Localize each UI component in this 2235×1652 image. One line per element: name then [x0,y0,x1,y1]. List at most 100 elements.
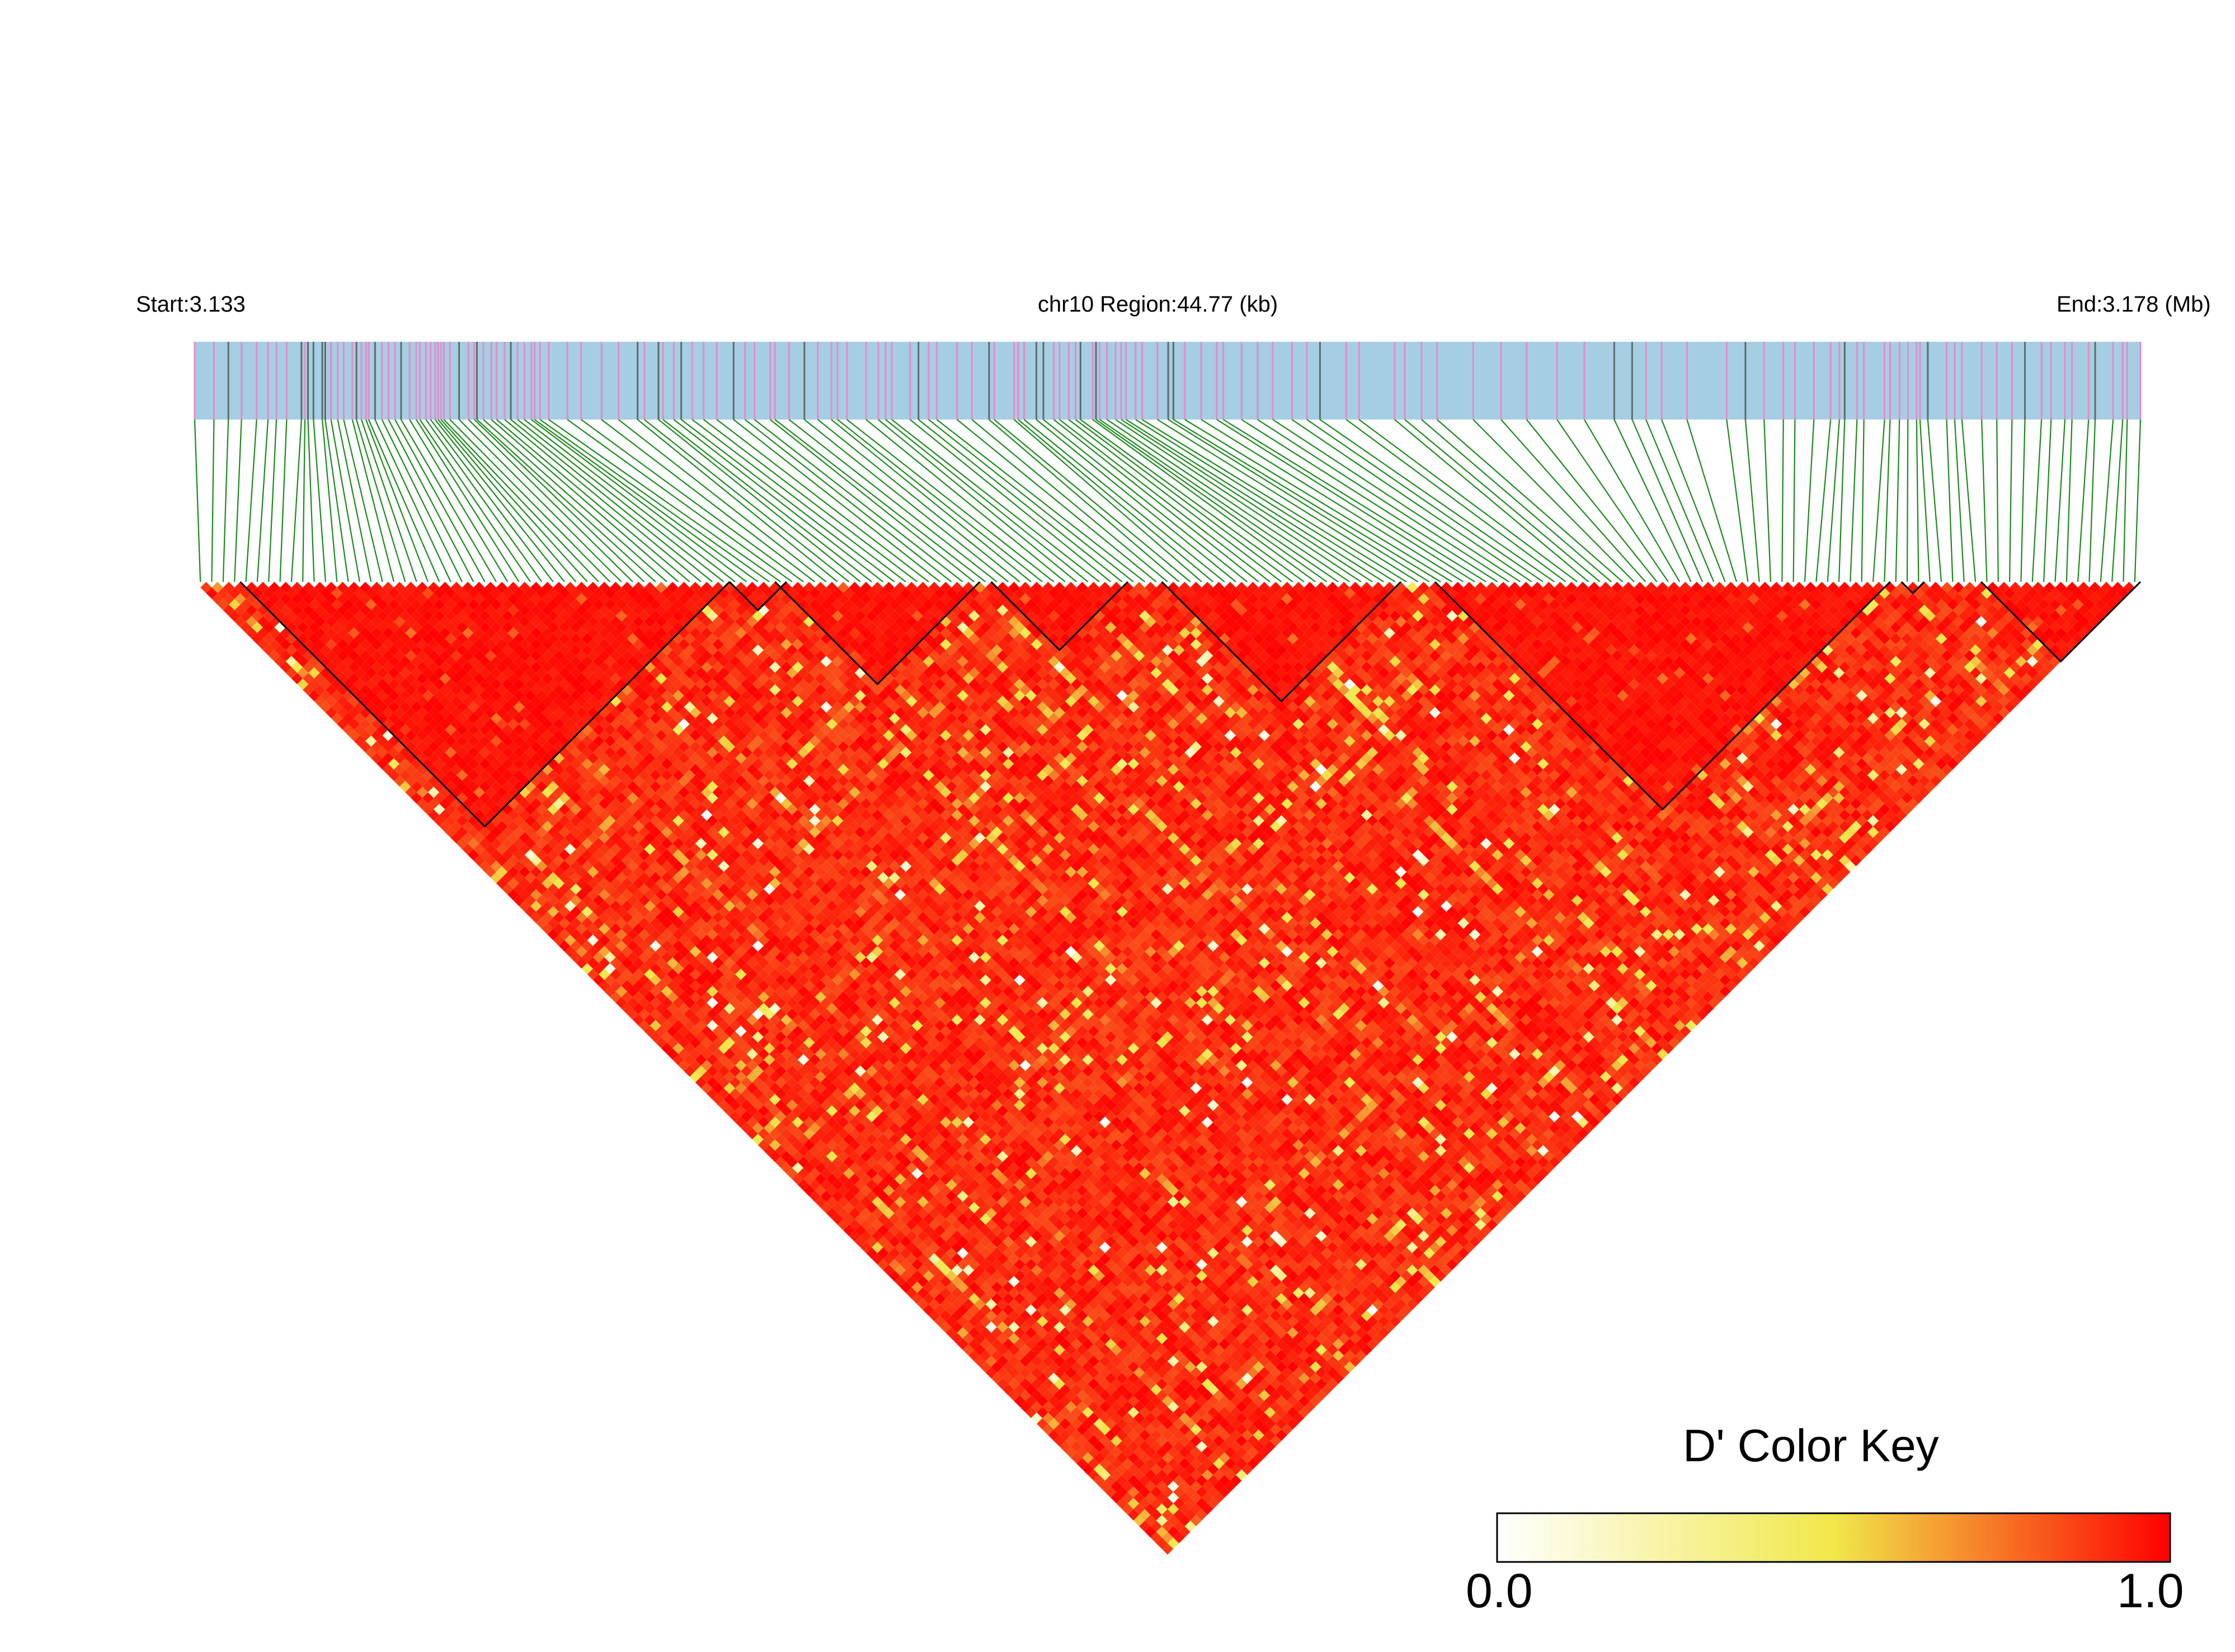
ld-cell [820,1145,832,1157]
snp-connector [2020,419,2026,582]
ld-cell [331,678,343,690]
ld-cell [348,650,360,662]
ld-cell [547,872,559,883]
ld-cell [996,1310,1009,1321]
ld-cell [411,780,422,793]
ld-cell [701,1037,713,1048]
ld-cell [450,821,462,832]
ld-cell [1139,1463,1151,1475]
snp-connector [449,419,611,582]
ld-cell [365,667,377,679]
ld-cell [752,1054,764,1066]
ld-cell [1019,1333,1031,1344]
ld-cell [297,610,309,622]
ld-cell [820,1190,832,1202]
ld-cell [371,729,383,741]
ld-cell [428,741,440,753]
ld-cell [820,1202,832,1213]
snp-connector [1421,419,1612,582]
ld-cell [1150,1463,1162,1475]
ld-cell [576,889,587,901]
ld-cell [962,1310,975,1321]
ld-cell [1116,1475,1128,1486]
ld-cell [1065,1390,1077,1401]
ld-cell [883,1207,895,1219]
ld-cell [445,746,457,759]
ld-cell [610,968,622,980]
ld-cell [1014,1338,1025,1350]
ld-cell [695,1020,707,1032]
ld-cell [752,1088,764,1100]
ld-cell [1139,1498,1151,1509]
ld-cell [854,1213,866,1225]
ld-cell [906,1241,917,1253]
ld-cell [450,764,462,775]
ld-cell [695,1031,707,1043]
snp-connector [1631,419,1703,582]
ld-cell [684,1031,695,1043]
ld-cell [599,923,610,935]
ld-cell [877,1247,889,1259]
ld-cell [985,1310,997,1321]
ld-cell [439,741,451,753]
snp-connector [245,419,257,582]
ld-cell [473,843,485,855]
ld-cell [411,724,422,736]
ld-cell [729,1054,741,1066]
ld-cell [723,1105,736,1117]
ld-cell [650,1008,661,1020]
ld-cell [689,1037,702,1048]
ld-cell [553,889,564,901]
ld-cell [775,1110,787,1123]
snp-connector [680,419,895,582]
snp-connector [476,419,656,582]
ld-cell [809,1190,821,1202]
ld-cell [371,695,383,707]
ld-cell [985,1356,997,1367]
ld-cell [269,593,280,605]
ld-cell [610,923,622,935]
ld-cell [792,1139,804,1151]
ld-cell [587,945,599,958]
ld-cell [974,1298,986,1310]
ld-cell [968,1338,980,1350]
ld-cell [741,1099,752,1111]
snp-connector [222,419,229,582]
ld-cell [945,1270,957,1282]
snp-connector [1472,419,1635,582]
snp-connector [496,419,690,582]
ld-cell [689,1025,702,1037]
ld-cell [240,599,252,610]
ld-cell [1014,1361,1025,1373]
ld-cell [405,764,417,775]
ld-cell [940,1298,952,1310]
ld-cell [923,1247,934,1259]
ld-cell [576,911,587,924]
ld-cell [530,843,542,855]
ld-cell [592,895,605,906]
snp-connector [774,419,986,582]
ld-cell [1059,1406,1071,1418]
ld-cell [388,769,400,781]
ld-cell [996,1344,1009,1356]
ld-cell [877,1190,889,1202]
ld-cell [393,775,406,787]
ld-cell [257,616,269,628]
ld-cell [610,957,622,969]
ld-cell [684,1065,695,1077]
ld-cell [592,974,605,986]
snp-connector [846,419,1055,582]
snp-connector [1099,419,1339,582]
ld-cell [1127,1486,1140,1498]
ld-cell [695,1054,707,1066]
ld-cell [746,1071,758,1082]
ld-cell [542,911,553,924]
ld-cell [1173,1521,1185,1532]
snp-connector [2054,419,2066,582]
ld-cell [1133,1469,1145,1481]
snp-connector [618,419,827,582]
snp-connector [1223,419,1487,582]
snp-connector [1291,419,1532,582]
ld-cell [371,741,383,753]
snp-connector [1168,419,1430,582]
